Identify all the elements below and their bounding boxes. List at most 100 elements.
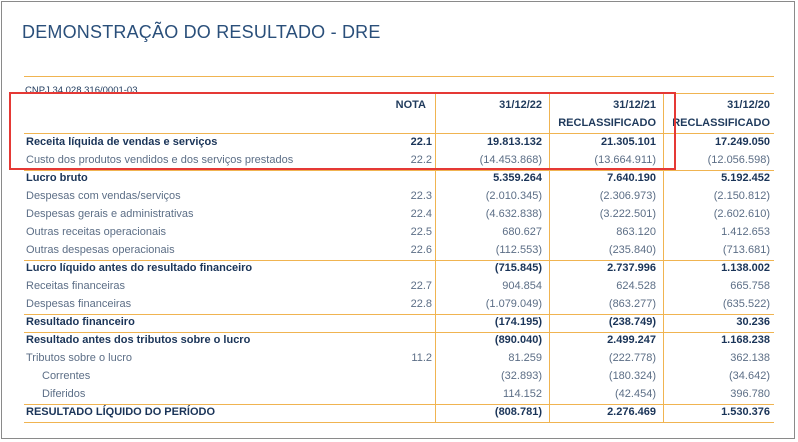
row-value-2020: (2.602.610) (713, 208, 770, 220)
row-value-2022: (808.781) (494, 406, 542, 418)
row-label: Despesas com vendas/serviços (26, 190, 181, 202)
row-value-2022: (174.195) (494, 316, 542, 328)
row-value-2020: 1.168.238 (721, 334, 770, 346)
header-col-divider-2 (549, 93, 550, 135)
row-label: Despesas gerais e administrativas (26, 208, 194, 220)
row-nota: 22.6 (410, 244, 432, 256)
row-value-2021: 2.276.469 (607, 406, 656, 418)
header-col-divider-3 (663, 93, 664, 135)
row-value-2021: (238.749) (608, 316, 656, 328)
header-col3-reclass: RECLASSIFICADO (672, 117, 770, 129)
row-label: Receitas financeiras (26, 280, 126, 292)
table-bottom-divider (24, 422, 774, 423)
row-label: Tributos sobre o lucro (26, 352, 132, 364)
row-value-2022: (112.553) (495, 244, 542, 256)
table-row: Resultado antes dos tributos sobre o luc… (24, 332, 774, 350)
row-label: Outras despesas operacionais (26, 244, 175, 256)
row-nota: 22.5 (410, 226, 432, 238)
row-value-2021: 7.640.190 (607, 172, 656, 184)
row-label: Diferidos (42, 388, 86, 400)
row-value-2022: 81.259 (508, 352, 542, 364)
table-row: Receitas financeiras 22.7 904.854 624.52… (24, 278, 774, 296)
row-divider (24, 332, 774, 333)
table-row: Outras receitas operacionais 22.5 680.62… (24, 224, 774, 242)
highlight-box (9, 92, 676, 170)
row-value-2021: 2.499.247 (607, 334, 656, 346)
row-value-2020: (34.642) (729, 370, 770, 382)
row-value-2021: 2.737.996 (607, 262, 656, 274)
row-value-2022: 5.359.264 (493, 172, 542, 184)
row-value-2021: 863.120 (616, 226, 656, 238)
table-row: Outras despesas operacionais 22.6 (112.5… (24, 242, 774, 260)
row-value-2022: 114.152 (503, 388, 542, 400)
row-value-2020: 665.758 (730, 280, 770, 292)
row-nota: 22.7 (410, 280, 432, 292)
table-row: Receita líquida de vendas e serviços 22.… (24, 134, 774, 152)
row-value-2021: (13.664.911) (594, 154, 656, 166)
row-value-2022: 680.627 (502, 226, 542, 238)
row-value-2021: (2.306.973) (599, 190, 656, 202)
row-value-2021: 624.528 (616, 280, 656, 292)
header-bottom-divider (24, 133, 774, 134)
table-row: Tributos sobre o lucro 11.2 81.259 (222.… (24, 350, 774, 368)
header-col1: 31/12/22 (499, 99, 542, 111)
header-col2-date: 31/12/21 (613, 99, 656, 111)
table-row: Correntes (32.893) (180.324) (34.642) (24, 368, 774, 386)
row-value-2021: (863.277) (608, 298, 656, 310)
row-label: Custo dos produtos vendidos e dos serviç… (26, 154, 294, 166)
row-value-2020: 1.530.376 (721, 406, 770, 418)
row-divider (24, 404, 774, 405)
body-col-divider-2 (549, 133, 550, 423)
row-divider (24, 314, 774, 315)
row-label: Despesas financeiras (26, 298, 132, 310)
row-nota: 22.2 (410, 154, 432, 166)
table-row-total: RESULTADO LÍQUIDO DO PERÍODO (808.781) 2… (24, 404, 774, 422)
table-row: Resultado financeiro (174.195) (238.749)… (24, 314, 774, 332)
row-value-2022: (890.040) (494, 334, 542, 346)
top-divider (24, 76, 774, 77)
row-value-2022: (715.845) (494, 262, 542, 274)
row-value-2020: 396.780 (730, 388, 770, 400)
row-value-2022: (32.893) (501, 370, 542, 382)
row-value-2022: (14.453.868) (479, 154, 542, 166)
row-nota: 22.1 (410, 136, 432, 148)
row-label: Resultado antes dos tributos sobre o luc… (26, 334, 251, 346)
row-value-2020: (2.150.812) (713, 190, 770, 202)
header-col2-reclass: RECLASSIFICADO (558, 117, 656, 129)
header-col-divider-1 (435, 93, 436, 135)
row-value-2021: (3.222.501) (599, 208, 656, 220)
row-value-2022: (2.010.345) (485, 190, 542, 202)
row-label: Outras receitas operacionais (26, 226, 167, 238)
row-divider (24, 260, 774, 261)
row-value-2022: 19.813.132 (486, 136, 542, 148)
row-label: Lucro líquido antes do resultado finance… (26, 262, 253, 274)
row-label: Resultado financeiro (26, 316, 135, 328)
row-value-2020: 17.249.050 (714, 136, 770, 148)
row-nota: 22.3 (410, 190, 432, 202)
table-row: Lucro líquido antes do resultado finance… (24, 260, 774, 278)
row-value-2022: (4.632.838) (485, 208, 542, 220)
row-label: RESULTADO LÍQUIDO DO PERÍODO (26, 406, 216, 418)
row-nota: 22.4 (410, 208, 432, 220)
table-row: Custo dos produtos vendidos e dos serviç… (24, 152, 774, 170)
row-value-2022: 904.854 (502, 280, 542, 292)
table-row: Despesas com vendas/serviços 22.3 (2.010… (24, 188, 774, 206)
body-col-divider-3 (663, 133, 664, 423)
table-row: Diferidos 114.152 (42.454) 396.780 (24, 386, 774, 404)
row-value-2021: (180.324) (608, 370, 656, 382)
row-label: Receita líquida de vendas e serviços (26, 136, 218, 148)
row-value-2021: (235.840) (608, 244, 656, 256)
header-nota: NOTA (395, 99, 426, 111)
table-row: Despesas financeiras 22.8 (1.079.049) (8… (24, 296, 774, 314)
row-value-2021: (222.778) (608, 352, 656, 364)
row-value-2020: (635.522) (722, 298, 770, 310)
row-label: Lucro bruto (26, 172, 88, 184)
row-value-2022: (1.079.049) (485, 298, 542, 310)
cnpj-label: CNPJ 34.028.316/0001-03 (25, 85, 138, 96)
row-value-2020: 1.138.002 (721, 262, 770, 274)
row-value-2020: 362.138 (730, 352, 770, 364)
table-row: Despesas gerais e administrativas 22.4 (… (24, 206, 774, 224)
row-value-2020: (12.056.598) (707, 154, 770, 166)
page-title: DEMONSTRAÇÃO DO RESULTADO - DRE (22, 22, 381, 42)
